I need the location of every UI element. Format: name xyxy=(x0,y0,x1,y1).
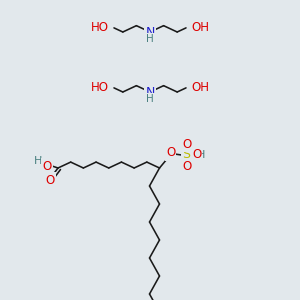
Text: O: O xyxy=(182,137,191,151)
Text: N: N xyxy=(145,26,155,38)
Text: S: S xyxy=(182,148,190,161)
Text: O: O xyxy=(166,146,175,160)
Text: O: O xyxy=(182,160,191,172)
Text: O: O xyxy=(192,148,201,161)
Text: H: H xyxy=(146,94,154,104)
Text: OH: OH xyxy=(191,81,209,94)
Text: H: H xyxy=(146,34,154,44)
Text: HO: HO xyxy=(91,21,109,34)
Text: H: H xyxy=(197,150,206,160)
Text: O: O xyxy=(42,160,52,172)
Text: OH: OH xyxy=(191,21,209,34)
Text: O: O xyxy=(45,173,55,187)
Text: HO: HO xyxy=(91,81,109,94)
Text: H: H xyxy=(34,156,42,166)
Text: N: N xyxy=(145,85,155,98)
